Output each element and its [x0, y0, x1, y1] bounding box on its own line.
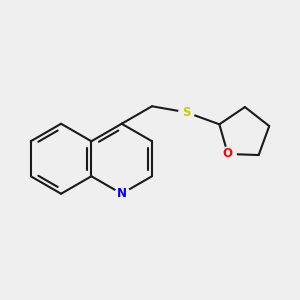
- Text: O: O: [223, 148, 233, 160]
- Text: S: S: [182, 106, 191, 119]
- Text: N: N: [117, 187, 127, 200]
